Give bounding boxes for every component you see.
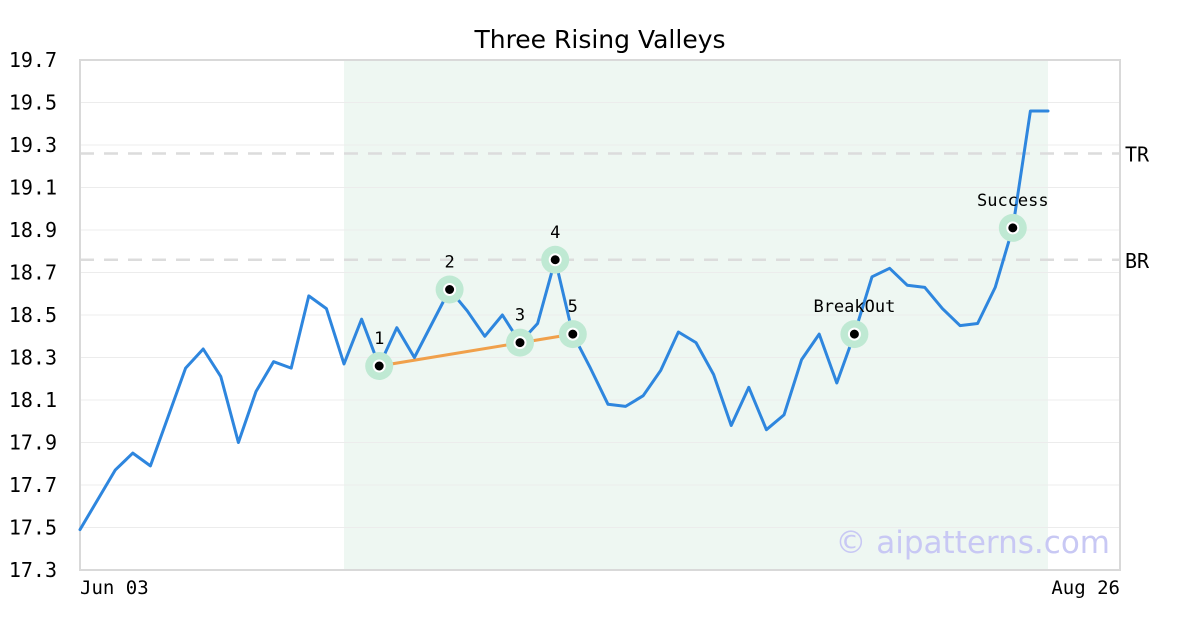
point-label: 2 [444, 253, 454, 273]
point-marker [1006, 221, 1020, 235]
y-tick-label: 17.3 [9, 558, 57, 582]
y-tick-label: 17.7 [9, 473, 57, 497]
point-label: 1 [374, 329, 384, 349]
point-marker [548, 253, 562, 267]
point-label: 5 [568, 297, 578, 317]
price-series-line [78, 109, 1050, 532]
y-tick-label: 19.3 [9, 133, 57, 157]
y-tick-label: 17.5 [9, 516, 57, 540]
y-tick-label: 18.7 [9, 261, 57, 285]
x-tick-label: Jun 03 [80, 577, 149, 599]
y-tick-label: 18.1 [9, 388, 57, 412]
y-axis-ticks: 17.3 17.5 17.7 17.9 18.1 18.3 18.5 18.7 18.9 19.1… [9, 48, 57, 582]
point-marker [566, 327, 580, 341]
y-tick-label: 17.9 [9, 431, 57, 455]
y-tick-label: 19.1 [9, 176, 57, 200]
point-marker [847, 327, 861, 341]
x-tick-label: Aug 26 [1051, 577, 1120, 599]
y-tick-label: 18.9 [9, 218, 57, 242]
y-tick-label: 19.5 [9, 91, 57, 115]
point-label: Success [977, 191, 1049, 211]
y-tick-label: 18.3 [9, 346, 57, 370]
pattern-points: 1 2 3 4 5 BreakOut Success [365, 191, 1049, 380]
y-tick-label: 19.7 [9, 48, 57, 72]
trendline-layer [378, 332, 574, 368]
y-tick-label: 18.5 [9, 303, 57, 327]
point-marker [513, 336, 527, 350]
chart-title: Three Rising Valleys [473, 25, 725, 54]
level-label: TR [1125, 143, 1150, 167]
x-axis-ticks: Jun 03 Aug 26 [80, 577, 1120, 599]
plot-frame [79, 59, 1121, 571]
trendline [378, 332, 574, 368]
watermark: © aipatterns.com [835, 525, 1110, 561]
level-lines: TR BR [80, 143, 1150, 273]
level-label: BR [1125, 249, 1150, 273]
point-label: 4 [550, 223, 560, 243]
point-label: 3 [515, 306, 525, 326]
point-marker [443, 283, 457, 296]
point-label: BreakOut [813, 297, 895, 317]
point-marker [372, 359, 386, 373]
